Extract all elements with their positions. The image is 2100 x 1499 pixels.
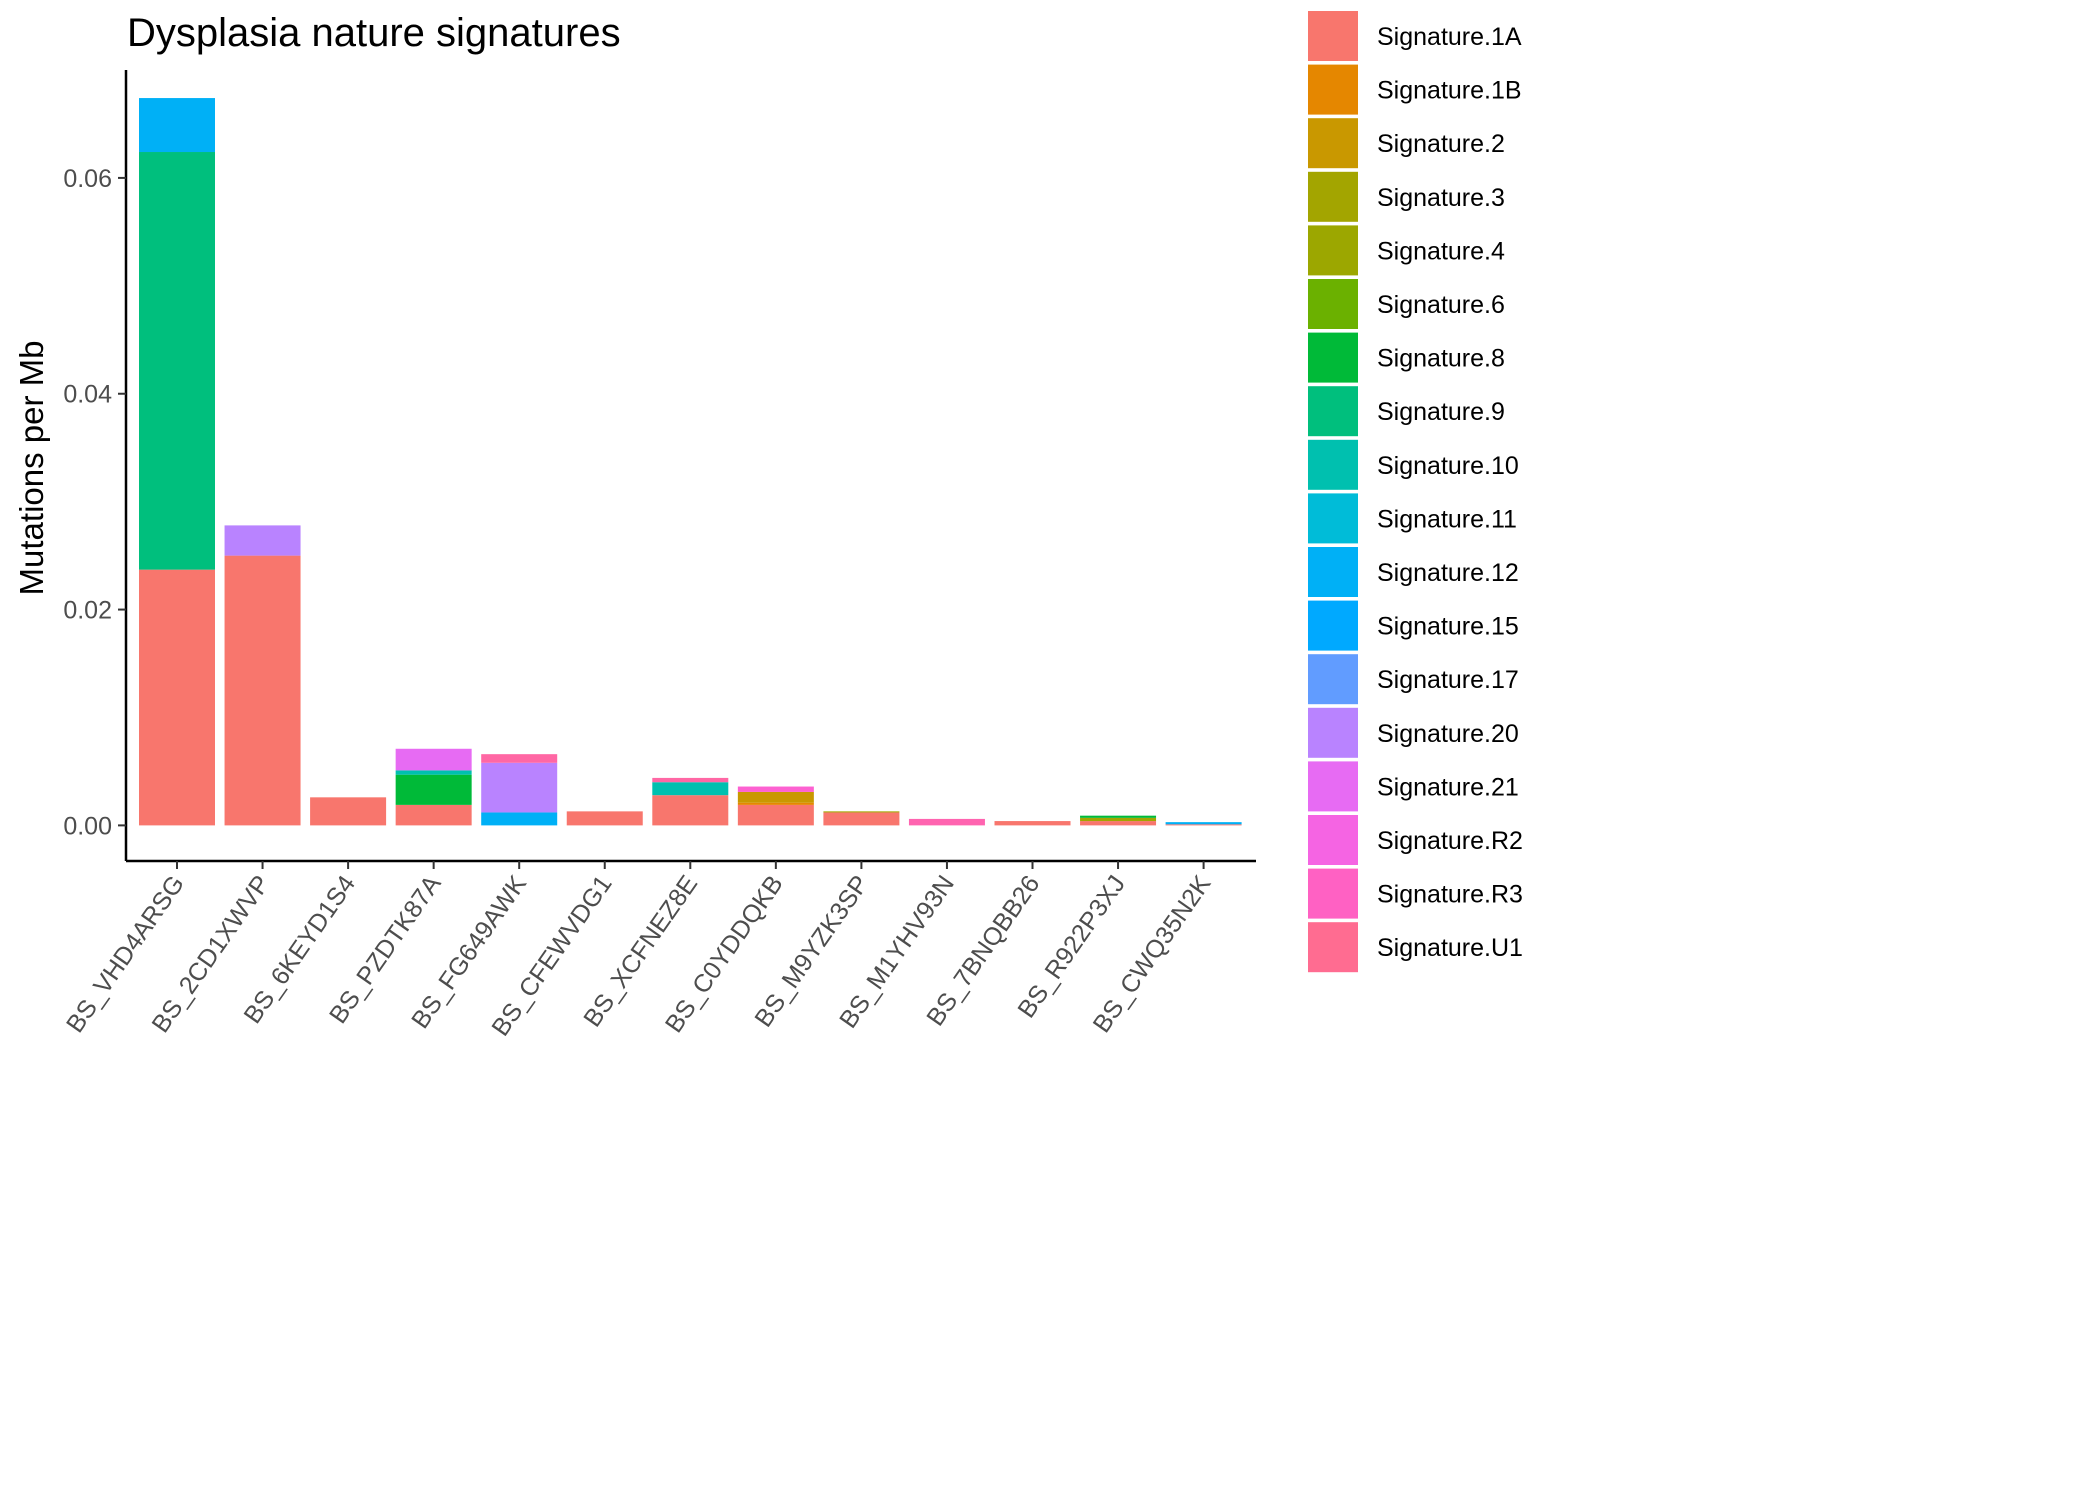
- y-tick-label: 0.06: [63, 165, 112, 193]
- legend-label: Signature.8: [1377, 345, 1505, 373]
- y-axis: 0.00 0.02 0.04 0.06: [63, 70, 128, 861]
- bar-segment: [139, 152, 215, 570]
- legend-label: Signature.11: [1377, 505, 1517, 533]
- bar-segment: [737, 791, 814, 803]
- bar-segment: [737, 786, 814, 792]
- legend-label: Signature.21: [1377, 773, 1519, 801]
- legend-label: Signature.6: [1377, 291, 1505, 319]
- legend-label: Signature.17: [1377, 666, 1519, 694]
- chart-title: Dysplasia nature signatures: [127, 11, 621, 55]
- legend-key: [1308, 386, 1358, 437]
- bar-segment: [566, 811, 643, 826]
- bar-segment: [481, 812, 558, 826]
- chart-canvas: Dysplasia nature signatures Mutations pe…: [13, 11, 1523, 1041]
- legend-key: [1308, 815, 1358, 865]
- bar-segment: [139, 569, 215, 826]
- legend-label: Signature.20: [1377, 720, 1519, 748]
- bar-segment: [652, 777, 729, 783]
- legend-label: Signature.10: [1377, 452, 1519, 480]
- bar-segment: [652, 782, 729, 796]
- bar-segment: [652, 795, 729, 826]
- legend-label: Signature.9: [1377, 398, 1505, 426]
- legend-label: Signature.2: [1377, 130, 1505, 158]
- legend: Signature.1A Signature.1B Signature.2 Signa…: [1308, 11, 1523, 973]
- bar-segment: [395, 748, 472, 771]
- legend-key: [1308, 11, 1358, 61]
- legend-key: [1308, 922, 1358, 973]
- bar-segment: [481, 754, 558, 763]
- legend-key: [1308, 225, 1358, 276]
- legend-key: [1308, 118, 1358, 169]
- bar-segment: [1080, 821, 1157, 826]
- legend-key: [1308, 439, 1358, 490]
- legend-label: Signature.1A: [1377, 23, 1522, 51]
- legend-key: [1308, 64, 1358, 115]
- bar-segment: [395, 770, 472, 775]
- bar-segment: [737, 802, 814, 805]
- bar-segment: [823, 811, 900, 813]
- legend-label: Signature.1B: [1377, 77, 1522, 105]
- bar-segment: [395, 804, 472, 826]
- y-tick-label: 0.04: [63, 381, 112, 409]
- legend-key: [1308, 547, 1358, 597]
- bar-segment: [1165, 824, 1242, 826]
- bar-segment: [139, 98, 215, 153]
- y-tick-label: 0.00: [63, 812, 112, 840]
- bar-segment: [395, 774, 472, 805]
- legend-key: [1308, 868, 1358, 919]
- legend-key: [1308, 332, 1358, 383]
- bar-segment: [1080, 815, 1157, 818]
- y-tick-label: 0.02: [63, 597, 112, 625]
- bar-segment: [908, 818, 985, 826]
- legend-key: [1308, 600, 1358, 651]
- legend-key: [1308, 654, 1358, 705]
- legend-key: [1308, 761, 1358, 812]
- bars-layer: [139, 98, 1242, 826]
- bar-segment: [737, 804, 814, 826]
- legend-label: Signature.15: [1377, 613, 1519, 641]
- bar-segment: [310, 797, 387, 826]
- bar-segment: [823, 812, 900, 826]
- legend-label: Signature.4: [1377, 237, 1505, 265]
- legend-label: Signature.R3: [1377, 881, 1523, 909]
- bar-segment: [224, 525, 301, 556]
- x-axis: BS_VHD4ARSGBS_2CD1XWVPBS_6KEYD1S4BS_PZDT…: [61, 859, 1256, 1041]
- bar-segment: [481, 762, 558, 813]
- bar-segment: [994, 821, 1071, 826]
- legend-key: [1308, 707, 1358, 758]
- bar-segment: [1080, 817, 1157, 822]
- legend-key: [1308, 279, 1358, 329]
- y-axis-label: Mutations per Mb: [13, 341, 50, 596]
- bar-segment: [1165, 822, 1242, 825]
- legend-label: Signature.U1: [1377, 934, 1523, 962]
- legend-label: Signature.R2: [1377, 827, 1523, 855]
- legend-label: Signature.12: [1377, 559, 1519, 587]
- bar-segment: [224, 555, 301, 826]
- legend-key: [1308, 493, 1358, 544]
- legend-label: Signature.3: [1377, 184, 1505, 212]
- legend-key: [1308, 171, 1358, 222]
